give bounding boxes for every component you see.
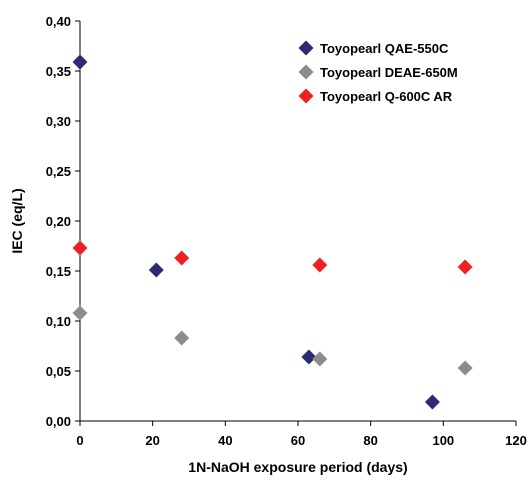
legend-marker <box>298 88 314 104</box>
axes: 0,00 0,05 0,10 0,15 0,20 0,25 0,30 0,35 0,40 0 20 4… <box>46 14 527 448</box>
legend-label: Toyopearl DEAE-650M <box>320 65 458 80</box>
x-tick-label: 80 <box>363 433 377 448</box>
legend: Toyopearl QAE-550C Toyopearl DEAE-650M Toy… <box>298 40 458 104</box>
data-point <box>72 240 88 256</box>
y-tick-label: 0,30 <box>46 114 71 129</box>
legend-marker <box>298 40 314 56</box>
y-tick-label: 0,10 <box>46 314 71 329</box>
data-point <box>174 250 190 266</box>
data-points <box>72 54 473 410</box>
x-tick-label: 120 <box>505 433 527 448</box>
y-tick-label: 0,00 <box>46 414 71 429</box>
data-point <box>301 349 317 365</box>
data-point <box>312 257 328 273</box>
x-tick-label: 0 <box>76 433 83 448</box>
x-axis-title: 1N-NaOH exposure period (days) <box>188 459 407 475</box>
data-point <box>72 305 88 321</box>
legend-label: Toyopearl QAE-550C <box>320 41 449 56</box>
y-tick-label: 0,35 <box>46 64 71 79</box>
data-point <box>148 262 164 278</box>
legend-marker <box>298 64 314 80</box>
y-axis-title: IEC (eq/L) <box>9 188 25 253</box>
data-point <box>174 330 190 346</box>
x-tick-label: 100 <box>432 433 454 448</box>
x-tick-label: 40 <box>218 433 232 448</box>
data-point <box>424 394 440 410</box>
y-tick-label: 0,20 <box>46 214 71 229</box>
legend-label: Toyopearl Q-600C AR <box>320 89 453 104</box>
data-point <box>312 351 328 367</box>
x-tick-label: 20 <box>145 433 159 448</box>
data-point <box>457 360 473 376</box>
y-tick-label: 0,40 <box>46 14 71 29</box>
data-point <box>72 54 88 70</box>
y-tick-label: 0,05 <box>46 364 71 379</box>
x-tick-label: 60 <box>291 433 305 448</box>
y-tick-label: 0,25 <box>46 164 71 179</box>
y-tick-label: 0,15 <box>46 264 71 279</box>
data-point <box>457 259 473 275</box>
